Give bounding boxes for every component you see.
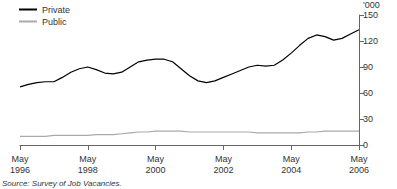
svg-text:May: May — [350, 154, 368, 164]
svg-text:May: May — [147, 154, 165, 164]
svg-text:30: 30 — [363, 114, 373, 124]
svg-text:'000: '000 — [363, 0, 380, 10]
svg-text:May: May — [79, 154, 97, 164]
svg-text:2000: 2000 — [146, 165, 166, 175]
svg-text:2002: 2002 — [213, 165, 233, 175]
svg-text:0: 0 — [363, 140, 368, 150]
svg-text:2006: 2006 — [349, 165, 369, 175]
svg-text:150: 150 — [363, 10, 378, 20]
svg-text:May: May — [283, 154, 301, 164]
svg-text:1998: 1998 — [78, 165, 98, 175]
svg-text:2004: 2004 — [281, 165, 301, 175]
svg-text:60: 60 — [363, 88, 373, 98]
svg-text:1996: 1996 — [10, 165, 30, 175]
svg-text:Source: Survey of Job Vacancie: Source: Survey of Job Vacancies. — [2, 179, 122, 188]
svg-text:Public: Public — [42, 17, 67, 27]
svg-text:90: 90 — [363, 62, 373, 72]
svg-text:May: May — [11, 154, 29, 164]
svg-text:May: May — [215, 154, 233, 164]
svg-text:Private: Private — [42, 5, 70, 15]
svg-text:120: 120 — [363, 36, 378, 46]
